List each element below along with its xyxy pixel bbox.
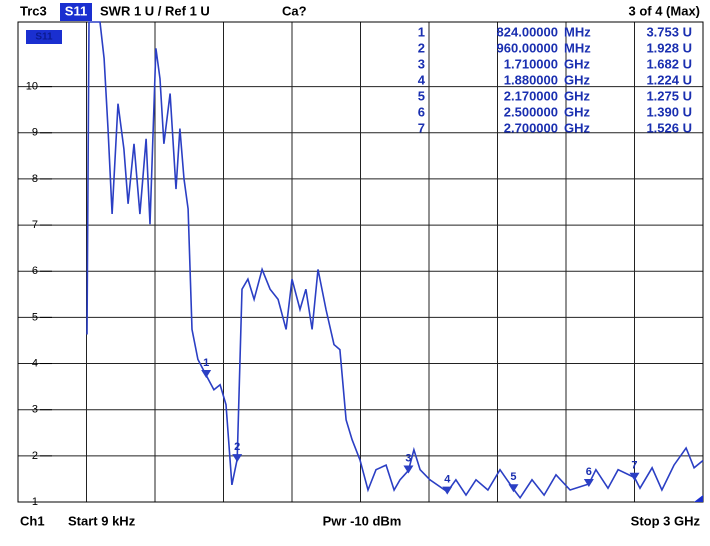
marker-number: 6 bbox=[418, 104, 425, 119]
marker-number: 3 bbox=[418, 56, 425, 71]
param: S11 bbox=[65, 3, 87, 18]
marker-number: 7 bbox=[418, 120, 425, 135]
power: Pwr -10 dBm bbox=[323, 513, 402, 528]
marker-unit: MHz bbox=[564, 40, 591, 55]
marker-unit: GHz bbox=[564, 88, 591, 103]
marker-value: 1.275 U bbox=[646, 88, 692, 103]
y-tick-label: 10 bbox=[26, 81, 38, 93]
marker-unit: GHz bbox=[564, 104, 591, 119]
plot-frame bbox=[17, 21, 704, 503]
trace-count: 3 of 4 (Max) bbox=[628, 3, 700, 18]
marker-unit: GHz bbox=[564, 120, 591, 135]
param-box bbox=[60, 3, 92, 21]
marker bbox=[508, 484, 519, 493]
marker-value: 1.224 U bbox=[646, 72, 692, 87]
marker-value: 3.753 U bbox=[646, 24, 692, 39]
marker bbox=[232, 454, 243, 463]
trace bbox=[86, 21, 704, 500]
trace-name: Trc3 bbox=[20, 3, 47, 18]
cal-status: Ca? bbox=[282, 3, 307, 18]
ref-marker bbox=[694, 495, 703, 502]
marker-number: 2 bbox=[418, 40, 425, 55]
marker-unit: GHz bbox=[564, 72, 591, 87]
marker-label: 1 bbox=[203, 357, 209, 369]
y-tick-label: 7 bbox=[32, 219, 38, 231]
marker-value: 1.526 U bbox=[646, 120, 692, 135]
y-tick-label: 3 bbox=[32, 404, 38, 416]
marker bbox=[442, 486, 453, 495]
marker-freq: 960.00000 bbox=[497, 40, 558, 55]
y-tick-label: 5 bbox=[32, 311, 38, 323]
marker-label: 4 bbox=[444, 474, 451, 486]
marker-label: 5 bbox=[510, 471, 516, 483]
y-tick-label: 6 bbox=[32, 265, 38, 277]
y-tick-label: 4 bbox=[32, 357, 38, 369]
y-tick-label: 9 bbox=[32, 127, 38, 139]
stop-freq: Stop 3 GHz bbox=[631, 513, 701, 528]
marker-number: 5 bbox=[418, 88, 425, 103]
marker bbox=[629, 472, 640, 481]
trace-tag: S11 bbox=[35, 32, 53, 43]
y-tick-label: 8 bbox=[32, 173, 38, 185]
format: SWR 1 U / Ref 1 U bbox=[100, 3, 210, 18]
marker-freq: 2.170000 bbox=[504, 88, 558, 103]
marker-freq: 1.880000 bbox=[504, 72, 558, 87]
marker-unit: GHz bbox=[564, 56, 591, 71]
channel: Ch1 bbox=[20, 513, 45, 528]
trace-tag-box bbox=[26, 30, 62, 44]
marker bbox=[403, 465, 414, 474]
marker-unit: MHz bbox=[564, 24, 591, 39]
marker-value: 1.928 U bbox=[646, 40, 692, 55]
marker-number: 4 bbox=[418, 72, 426, 87]
marker-freq: 2.700000 bbox=[504, 120, 558, 135]
marker bbox=[583, 479, 594, 487]
y-tick-label: 2 bbox=[32, 450, 38, 462]
marker bbox=[201, 369, 212, 378]
marker-label: 2 bbox=[234, 441, 240, 453]
marker-freq: 824.00000 bbox=[497, 24, 558, 39]
marker-label: 3 bbox=[405, 452, 411, 464]
marker-freq: 2.500000 bbox=[504, 104, 558, 119]
marker-number: 1 bbox=[418, 24, 425, 39]
marker-label: 6 bbox=[586, 466, 592, 478]
marker-freq: 1.710000 bbox=[504, 56, 558, 71]
marker-value: 1.390 U bbox=[646, 104, 692, 119]
marker-value: 1.682 U bbox=[646, 56, 692, 71]
marker-label: 7 bbox=[631, 460, 637, 472]
y-tick-label: 1 bbox=[32, 496, 38, 508]
start-freq: Start 9 kHz bbox=[68, 513, 136, 528]
